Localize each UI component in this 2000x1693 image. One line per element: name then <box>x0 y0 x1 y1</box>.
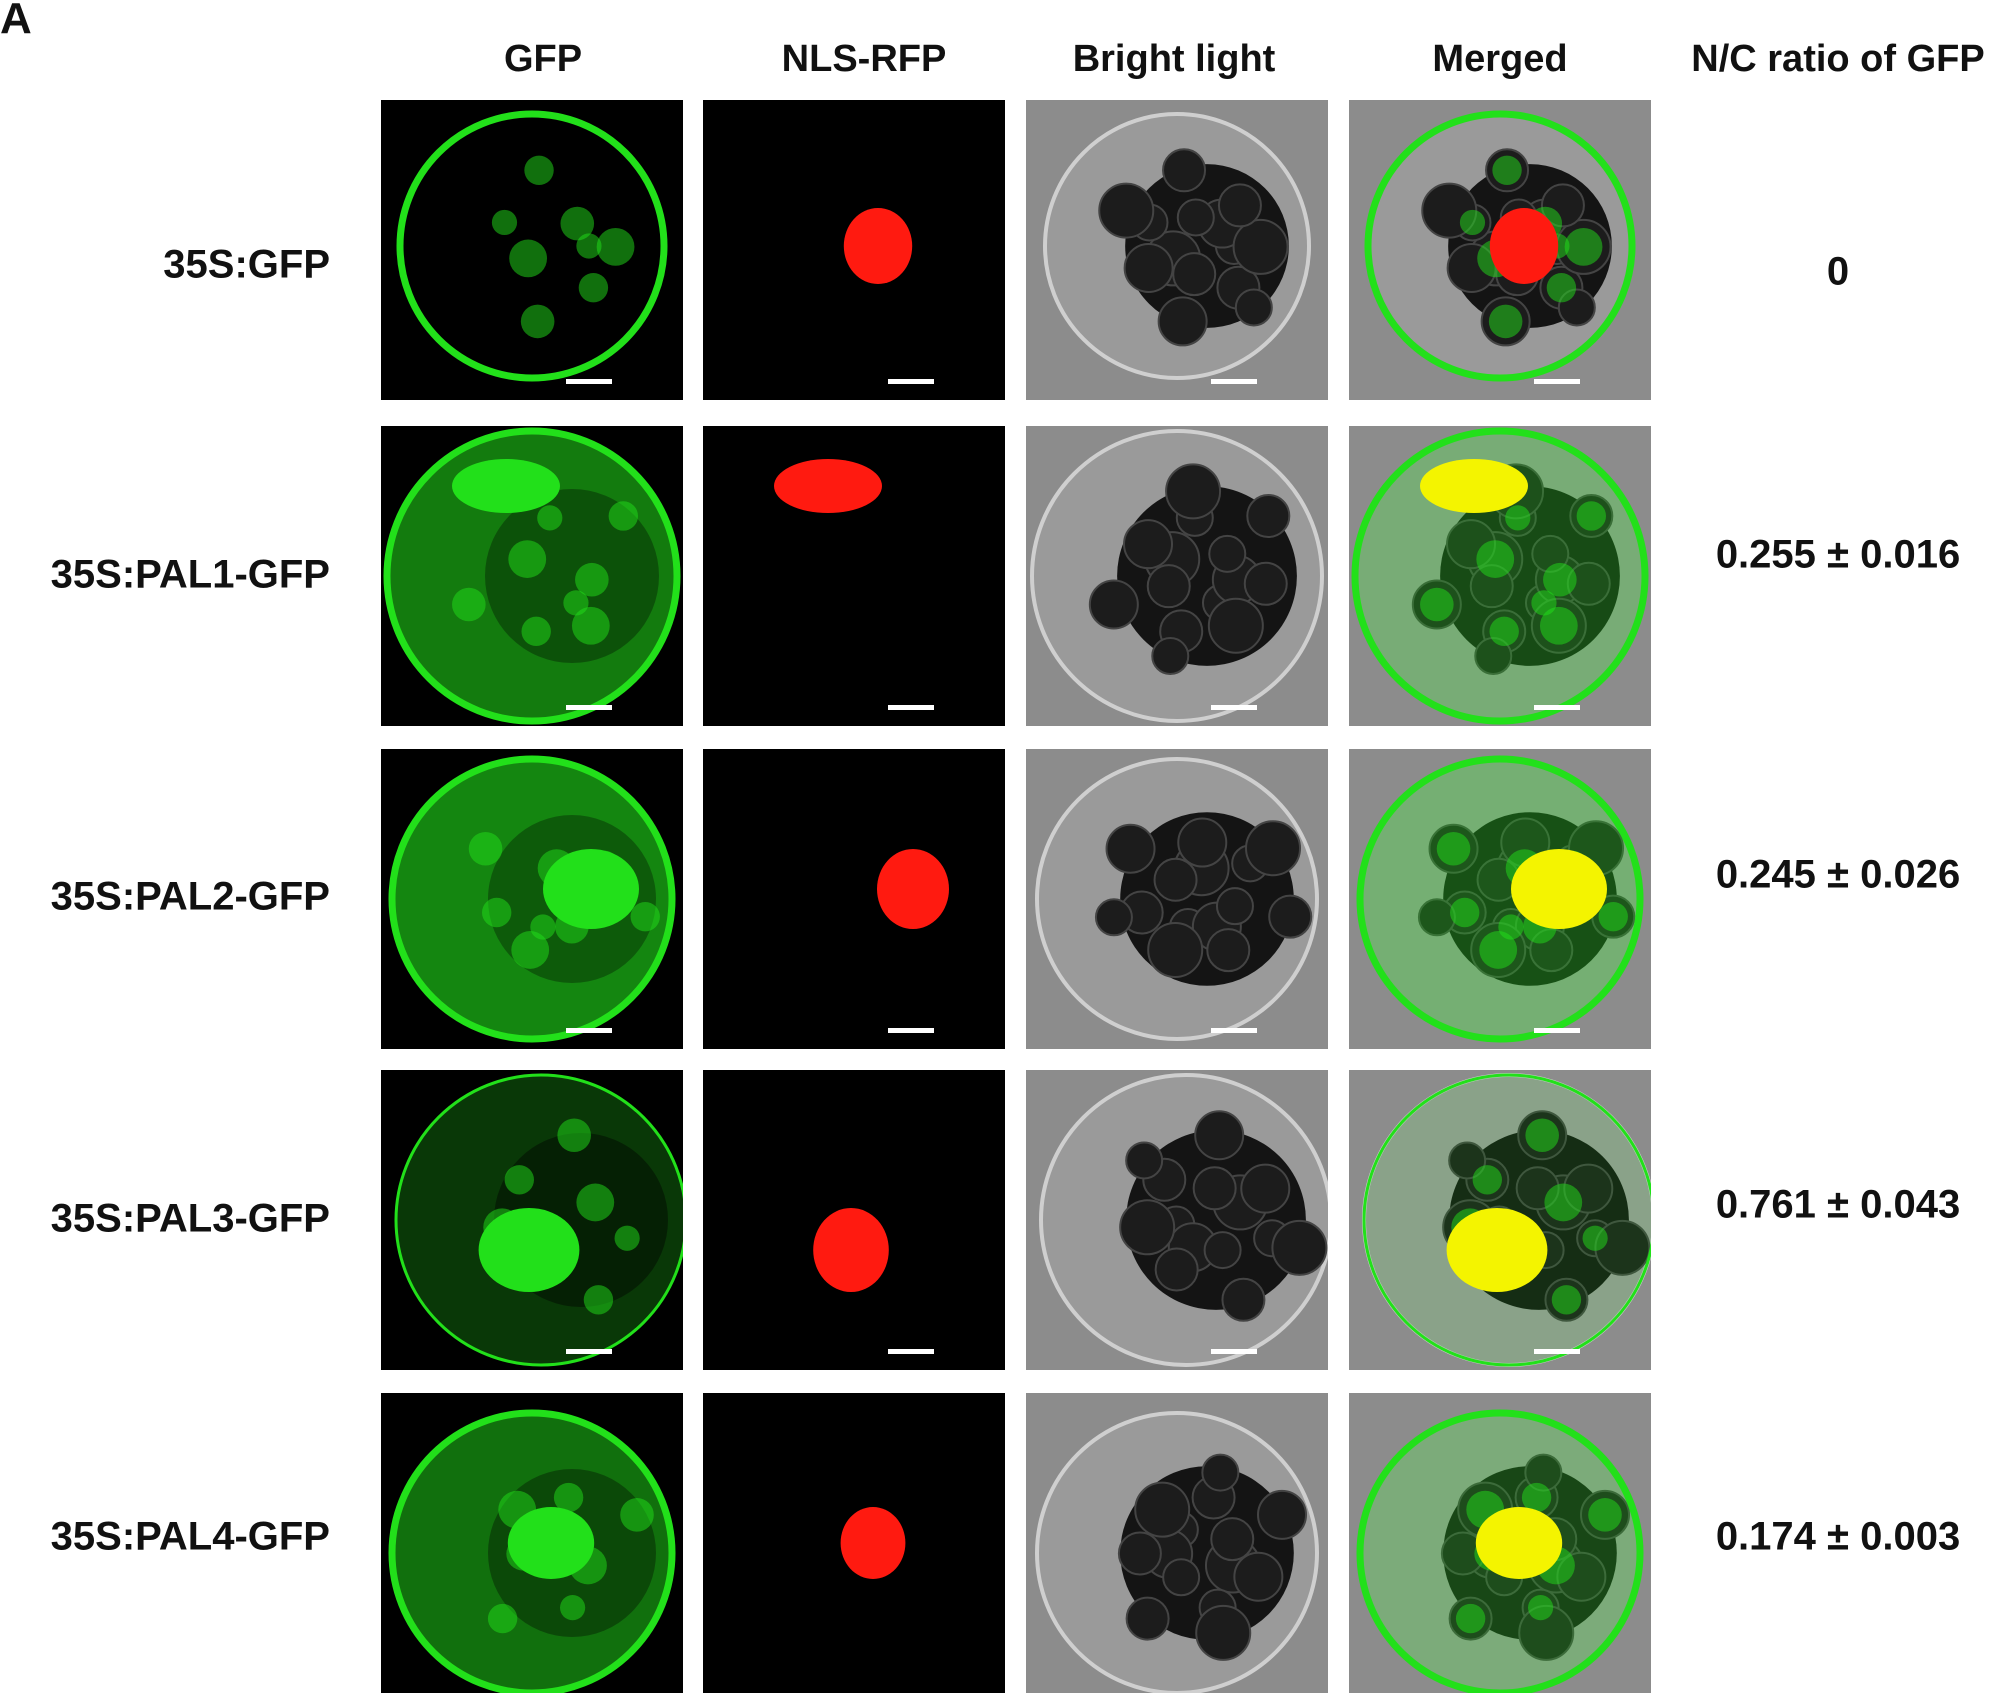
nc-ratio-value: 0.761 ± 0.043 <box>1715 1182 1961 1227</box>
scale-bar <box>1211 705 1257 710</box>
scale-bar <box>1534 1028 1580 1033</box>
column-header-merged: Merged <box>1432 38 1568 80</box>
scale-bar <box>888 379 934 384</box>
column-header-gfp: GFP <box>503 38 583 80</box>
merged-micrograph <box>1349 1070 1651 1370</box>
bright-light-micrograph <box>1026 749 1328 1049</box>
row-label: 35S:PAL2-GFP <box>50 874 330 919</box>
row-label: 35S:PAL3-GFP <box>50 1196 330 1241</box>
panel-letter: A <box>0 0 32 43</box>
row-label: 35S:PAL4-GFP <box>50 1514 330 1559</box>
bright-light-micrograph <box>1026 100 1328 400</box>
merged-micrograph <box>1349 1393 1651 1693</box>
column-header-bright-light: Bright light <box>1072 38 1276 80</box>
scale-bar <box>888 1349 934 1354</box>
gfp-micrograph <box>381 426 683 726</box>
merged-micrograph <box>1349 100 1651 400</box>
scale-bar <box>1211 1028 1257 1033</box>
gfp-micrograph <box>381 749 683 1049</box>
scale-bar <box>888 1028 934 1033</box>
bright-light-micrograph <box>1026 1070 1328 1370</box>
gfp-micrograph <box>381 100 683 400</box>
scale-bar <box>1534 1349 1580 1354</box>
nls-rfp-micrograph <box>703 100 1005 400</box>
column-header-nc-ratio: N/C ratio of GFP <box>1691 38 1985 80</box>
row-label: 35S:GFP <box>163 242 330 287</box>
scale-bar <box>566 705 612 710</box>
bright-light-micrograph <box>1026 426 1328 726</box>
scale-bar <box>1534 379 1580 384</box>
nls-rfp-micrograph <box>703 1393 1005 1693</box>
merged-micrograph <box>1349 426 1651 726</box>
scale-bar <box>566 379 612 384</box>
scale-bar <box>566 1028 612 1033</box>
nc-ratio-value: 0.245 ± 0.026 <box>1715 852 1961 897</box>
row-label: 35S:PAL1-GFP <box>50 552 330 597</box>
scale-bar <box>888 705 934 710</box>
nc-ratio-value: 0 <box>1826 249 1850 294</box>
nc-ratio-value: 0.174 ± 0.003 <box>1715 1514 1961 1559</box>
nls-rfp-micrograph <box>703 749 1005 1049</box>
bright-light-micrograph <box>1026 1393 1328 1693</box>
merged-micrograph <box>1349 749 1651 1049</box>
nc-ratio-value: 0.255 ± 0.016 <box>1715 532 1961 577</box>
column-header-nls-rfp: NLS-RFP <box>781 38 947 80</box>
scale-bar <box>1211 1349 1257 1354</box>
scale-bar <box>566 1349 612 1354</box>
gfp-micrograph <box>381 1393 683 1693</box>
gfp-micrograph <box>381 1070 683 1370</box>
nls-rfp-micrograph <box>703 426 1005 726</box>
scale-bar <box>1211 379 1257 384</box>
scale-bar <box>1534 705 1580 710</box>
nls-rfp-micrograph <box>703 1070 1005 1370</box>
